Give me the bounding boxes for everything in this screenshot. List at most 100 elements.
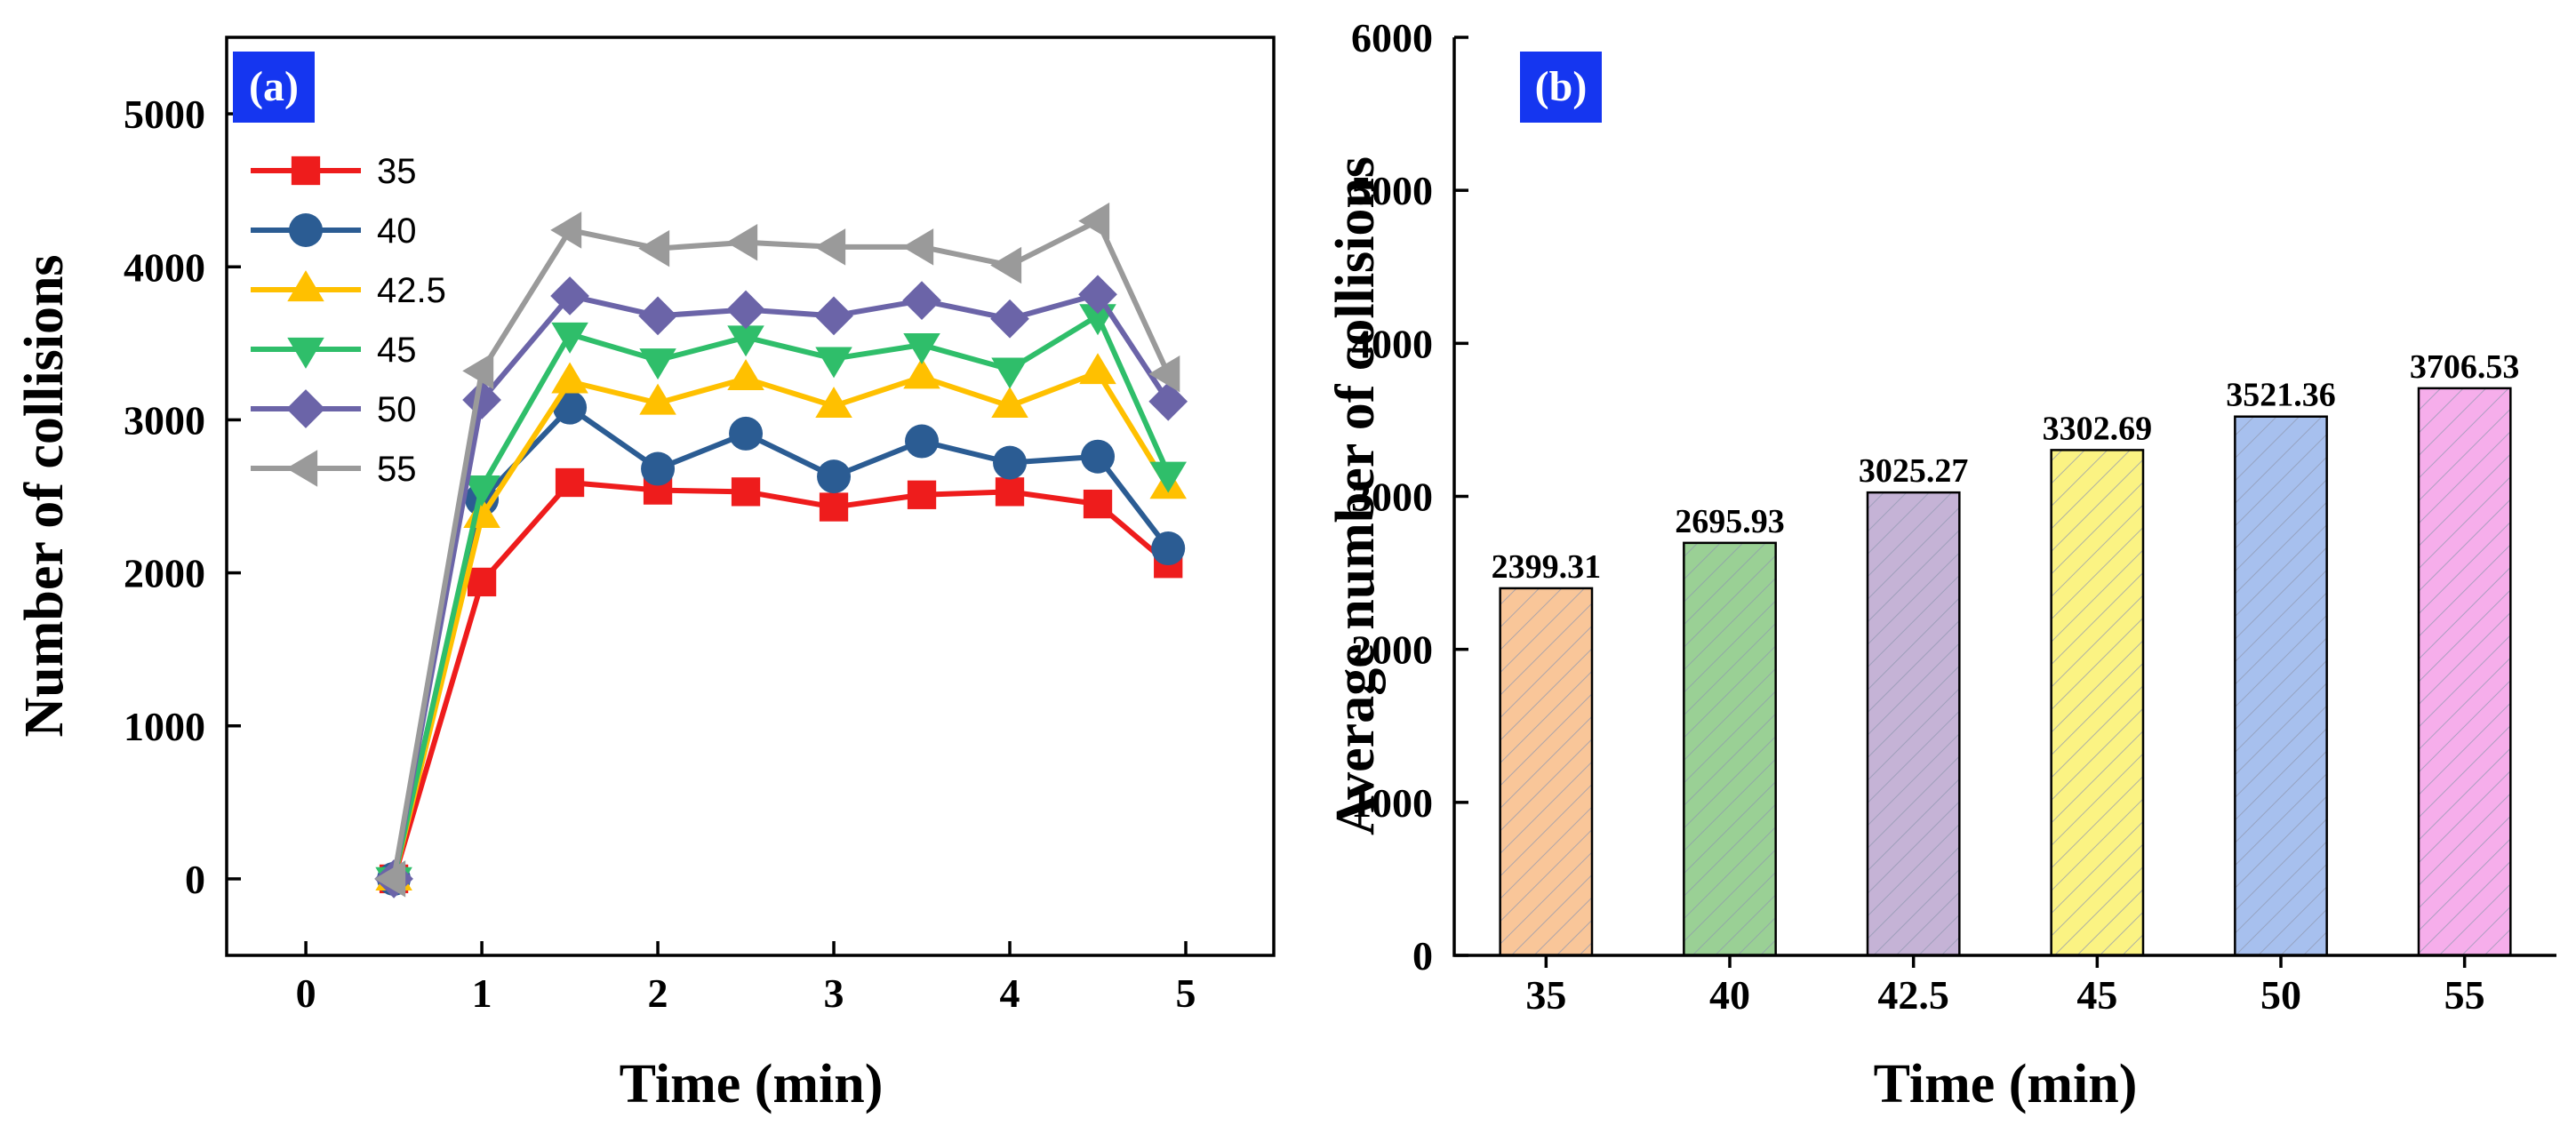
bar-group-40: 2695.93: [1675, 503, 1785, 957]
data-point: [641, 451, 676, 486]
panel-a-x-tick-label: 1: [472, 970, 492, 1016]
panel-b-tag-text: (b): [1535, 63, 1588, 110]
legend-marker: [287, 337, 324, 369]
panel-a-y-tick-label: 0: [185, 857, 205, 902]
series-45: [375, 304, 1187, 898]
series-50: [374, 275, 1188, 898]
panel-b-y-axis-title: Average number of collisions: [1325, 156, 1386, 835]
data-point: [1083, 489, 1113, 519]
legend-label: 42.5: [377, 271, 446, 310]
series-line-45: [391, 313, 1171, 880]
legend-label: 55: [377, 450, 417, 489]
legend-marker: [287, 270, 324, 302]
panel-b-bars: 2399.31 2695.93 3025.27 3302.69 3521.36 3706.…: [1492, 348, 2519, 957]
legend-label: 50: [377, 390, 417, 429]
panel-a-legend: 35 40 42.5 45 50 55: [251, 152, 446, 489]
bar: [2050, 449, 2145, 957]
data-point: [462, 352, 494, 390]
bar-value-label: 3302.69: [2043, 410, 2153, 447]
panel-b-tag-background: [1520, 52, 1602, 123]
bar-group-35: 2399.31: [1492, 548, 1602, 957]
legend-label: 35: [377, 152, 417, 191]
data-point: [639, 383, 676, 415]
panel-a-tag-text: (a): [249, 63, 299, 110]
panel-b-y-tick-label: 1000: [1351, 780, 1433, 826]
data-point: [550, 212, 582, 249]
data-point: [902, 281, 941, 320]
bar-value-label: 3025.27: [1859, 452, 1969, 490]
data-point: [990, 246, 1022, 284]
data-point: [902, 228, 934, 266]
data-point: [374, 860, 406, 898]
data-point: [990, 299, 1029, 339]
panel-b-x-tick-label: 50: [2260, 972, 2301, 1018]
panel-a-x-axis-title: Time (min): [620, 1054, 884, 1114]
series-35: [379, 467, 1183, 894]
legend-item-35: 35: [251, 152, 417, 191]
data-point: [467, 567, 497, 597]
panel-a-tag: (a): [233, 52, 315, 123]
data-point: [551, 322, 588, 354]
panel-b-tag: (b): [1520, 52, 1602, 123]
data-point: [731, 477, 761, 507]
legend-marker: [291, 156, 321, 186]
data-point: [991, 387, 1028, 419]
panel-a-x-tick-label: 0: [296, 970, 316, 1016]
series-42.5: [375, 353, 1187, 891]
data-point: [463, 475, 500, 507]
panel-b-y-tick-label: 3000: [1351, 475, 1433, 520]
data-point: [1078, 202, 1110, 240]
bar-group-45: 3302.69: [2043, 410, 2153, 957]
series-40: [377, 390, 1186, 896]
data-point: [551, 362, 588, 394]
bar: [2234, 415, 2328, 957]
legend-item-40: 40: [251, 212, 417, 251]
panel-b-ticks: 0 1000 2000 3000 4000 5000 6000 35 40 42.5 45 50 55: [1351, 15, 2485, 1018]
data-point: [907, 480, 937, 509]
panel-a-series: [374, 202, 1188, 898]
panel-b-x-axis-title: Time (min): [1874, 1054, 2138, 1114]
series-line-50: [391, 291, 1171, 880]
bar: [2417, 387, 2512, 957]
panel-a-x-tick-label: 4: [1000, 970, 1020, 1016]
panel-b-y-tick-label: 2000: [1351, 627, 1433, 673]
legend-item-45: 45: [251, 331, 417, 370]
bar-value-label: 2399.31: [1492, 548, 1602, 586]
bar-group-42.5: 3025.27: [1859, 452, 1969, 957]
panel-b-y-tick-label: 0: [1412, 933, 1433, 978]
data-point: [815, 387, 852, 419]
data-point: [1081, 439, 1116, 474]
panel-a-x-tick-label: 2: [648, 970, 668, 1016]
data-point: [727, 359, 764, 391]
data-point: [814, 228, 846, 266]
data-point: [903, 357, 940, 389]
series-line-42.5: [391, 370, 1171, 880]
panel-a-y-tick-label: 1000: [124, 704, 205, 749]
panel-b-x-tick-label: 40: [1709, 972, 1750, 1018]
data-point: [1078, 275, 1117, 315]
panel-a-y-axis-title: Number of collisions: [14, 254, 75, 737]
panel-b-x-tick-label: 42.5: [1877, 972, 1949, 1018]
bar-value-label: 2695.93: [1675, 503, 1785, 540]
data-point: [819, 492, 849, 522]
bar-group-55: 3706.53: [2410, 348, 2519, 957]
panel-a-x-tick-label: 5: [1176, 970, 1196, 1016]
panel-b-x-tick-label: 45: [2076, 972, 2117, 1018]
bar: [1866, 491, 1961, 957]
legend-item-55: 55: [251, 450, 417, 489]
panel-a-y-tick-label: 5000: [124, 92, 205, 137]
legend-item-50: 50: [251, 389, 417, 429]
legend-marker: [286, 389, 325, 428]
data-point: [462, 380, 501, 419]
data-point: [1148, 381, 1188, 421]
data-point: [995, 477, 1025, 507]
data-point: [815, 347, 852, 379]
data-point: [993, 445, 1028, 480]
bar-value-label: 3521.36: [2226, 377, 2336, 414]
data-point: [550, 276, 589, 315]
panel-a-x-tick-label: 3: [824, 970, 844, 1016]
panel-b-x-tick-label: 55: [2444, 972, 2485, 1018]
